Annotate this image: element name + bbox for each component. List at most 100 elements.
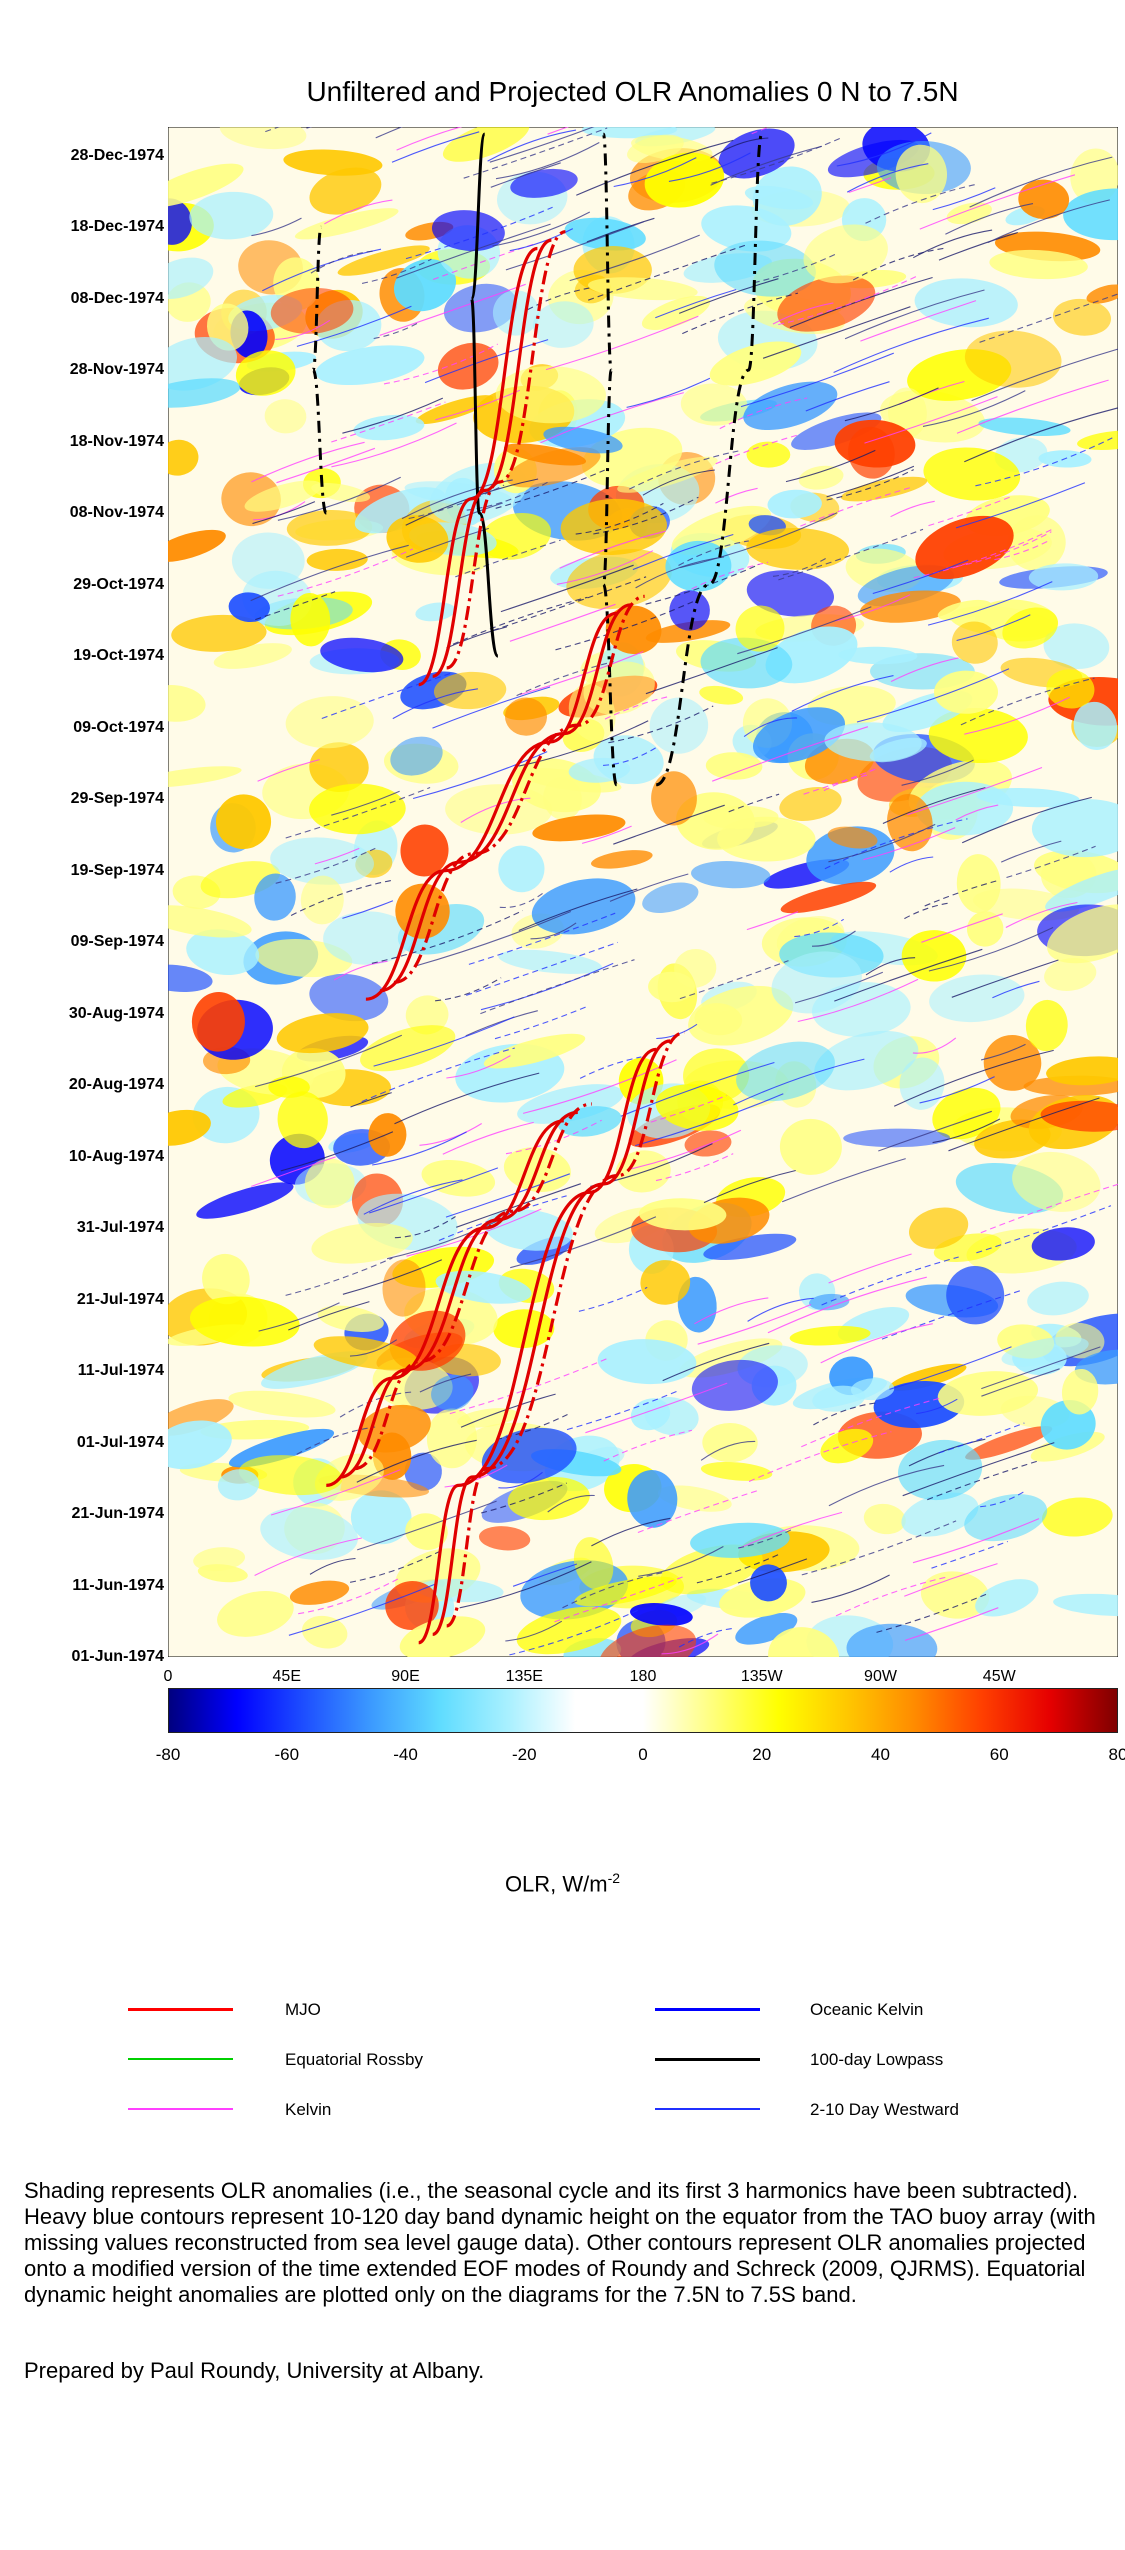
wave-contour: [767, 1276, 927, 1334]
olr-anomaly-patch: [746, 570, 834, 617]
wave-contour: [964, 407, 1118, 463]
mjo-contour: [340, 1110, 578, 1479]
wave-contour: [927, 581, 1053, 626]
legend-swatch: [128, 2008, 233, 2011]
wave-contour: [321, 671, 455, 720]
mjo-contour: [431, 1039, 671, 1636]
wave-contour: [746, 911, 799, 931]
wave-contour: [981, 1346, 1101, 1390]
x-tick-label: 45E: [272, 1668, 301, 1685]
wave-contour: [655, 1153, 734, 1182]
olr-anomaly-patch: [168, 1109, 211, 1146]
wave-contour: [872, 559, 969, 595]
olr-anomaly-patch: [283, 149, 383, 176]
olr-anomaly-patch: [735, 1612, 798, 1645]
olr-anomaly-patch: [421, 1159, 496, 1197]
olr-anomaly-patch: [923, 447, 1021, 501]
wave-contour: [848, 177, 892, 194]
olr-anomaly-patch: [219, 127, 307, 150]
wave-contour: [946, 531, 1052, 569]
wave-contour: [629, 450, 739, 490]
wave-contour: [419, 1123, 482, 1146]
olr-anomaly-patch: [937, 599, 992, 621]
olr-anomaly-patch: [480, 513, 552, 560]
wave-contour: [275, 847, 376, 884]
olr-anomaly-patch: [768, 1627, 840, 1657]
legend-label: 2-10 Day Westward: [810, 2100, 959, 2119]
olr-anomaly-patch: [337, 245, 430, 276]
olr-anomaly-patch: [186, 929, 260, 976]
wave-contour: [791, 675, 894, 712]
wave-contour: [586, 217, 655, 243]
wave-contour: [509, 1608, 642, 1656]
wave-contour: [680, 512, 838, 569]
wave-contour: [285, 1257, 393, 1296]
olr-anomaly-patch: [493, 1309, 555, 1349]
wave-contour: [480, 962, 614, 1011]
wave-contour: [645, 563, 760, 605]
wave-contour: [865, 957, 916, 976]
wave-contour: [350, 1092, 392, 1108]
wave-contour: [951, 959, 1059, 998]
wave-contour: [288, 1301, 370, 1331]
olr-anomaly-patch: [651, 771, 697, 826]
wave-contour: [901, 759, 974, 786]
olr-anomaly-patch: [789, 1325, 871, 1346]
olr-anomaly-patch: [908, 1207, 969, 1249]
wave-contour: [691, 561, 769, 590]
wave-contour: [466, 941, 618, 996]
olr-anomaly-patch: [235, 350, 296, 396]
wave-contour: [964, 696, 1070, 735]
olr-anomaly-patch: [863, 1503, 906, 1535]
olr-anomaly-patch: [860, 590, 961, 623]
wave-contour: [778, 528, 924, 581]
wave-contour: [518, 888, 638, 932]
olr-anomaly-patch: [645, 620, 731, 643]
wave-contour: [712, 726, 869, 782]
wave-contour: [386, 1216, 506, 1260]
olr-anomaly-patch: [846, 1623, 938, 1657]
wave-contour: [801, 1520, 957, 1576]
wave-contour: [310, 250, 375, 274]
wave-contour: [492, 211, 591, 247]
wave-contour: [678, 1627, 733, 1648]
wave-contour: [324, 199, 393, 225]
wave-contour: [495, 469, 605, 509]
wave-contour: [902, 1442, 1055, 1497]
mjo-contour: [445, 1030, 685, 1628]
olr-anomaly-patch: [171, 614, 267, 652]
olr-anomaly-patch: [309, 742, 369, 793]
wave-contour: [821, 1256, 959, 1306]
olr-anomaly-patch: [627, 1470, 678, 1528]
olr-anomaly-patch: [1040, 1100, 1118, 1132]
wave-contour: [394, 1072, 540, 1125]
mjo-contour: [417, 1047, 657, 1645]
wave-contour: [379, 283, 526, 336]
olr-anomaly-patch: [838, 646, 918, 665]
olr-anomaly-patch: [779, 1118, 842, 1175]
olr-anomaly-patch: [507, 1477, 590, 1521]
olr-anomaly-patch: [168, 529, 226, 562]
wave-contour: [480, 959, 635, 1015]
olr-anomaly-patch: [238, 1455, 343, 1496]
wave-contour: [682, 292, 799, 335]
wave-contour: [932, 1118, 1001, 1144]
olr-anomaly-patch: [702, 1422, 758, 1463]
olr-anomaly-patch: [777, 275, 876, 332]
wave-contour: [994, 540, 1050, 561]
colorbar: [168, 1688, 1118, 1733]
olr-anomaly-patch: [895, 144, 948, 204]
y-tick-label: 28-Dec-1974: [70, 146, 164, 164]
wave-contour: [487, 129, 577, 162]
olr-anomaly-patch: [605, 605, 662, 655]
wave-contour: [945, 203, 1034, 235]
caption-text: Shading represents OLR anomalies (i.e., …: [24, 2178, 1096, 2307]
wave-contour: [383, 343, 498, 385]
wave-contour: [432, 686, 551, 729]
olr-anomaly-patch: [382, 1259, 426, 1317]
olr-anomaly-patch: [691, 1359, 778, 1411]
olr-anomaly-patch: [1028, 563, 1099, 591]
mjo-contour: [365, 611, 617, 1001]
olr-anomaly-patch: [780, 881, 877, 914]
olr-anomaly-patch: [228, 1428, 335, 1468]
